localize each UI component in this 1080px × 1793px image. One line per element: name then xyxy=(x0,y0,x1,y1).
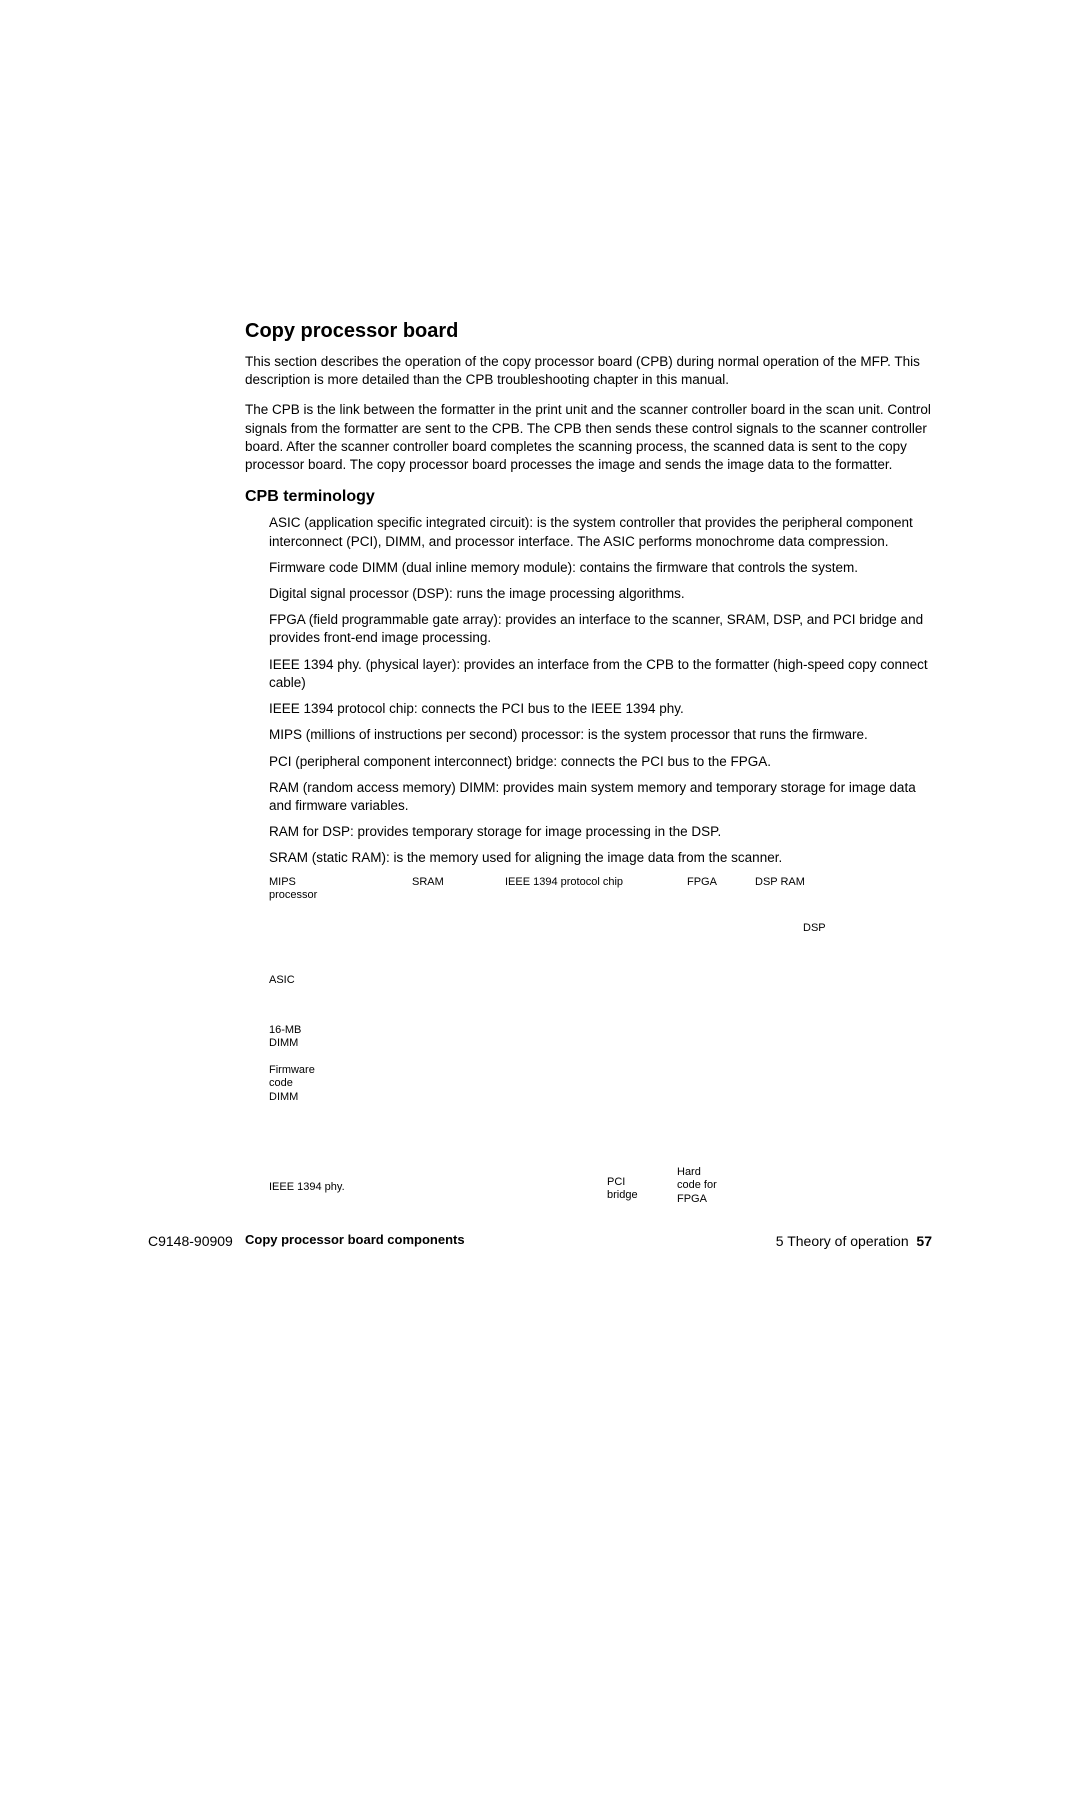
diagram-label-hard-code: Hardcode forFPGA xyxy=(677,1166,717,1207)
terminology-list: ASIC (application specific integrated ci… xyxy=(245,514,932,867)
term-item: FPGA (field programmable gate array): pr… xyxy=(269,611,932,647)
term-item: IEEE 1394 protocol chip: connects the PC… xyxy=(269,700,932,718)
term-item: Firmware code DIMM (dual inline memory m… xyxy=(269,559,932,577)
document-page: Copy processor board This section descri… xyxy=(0,0,1080,1793)
term-item: SRAM (static RAM): is the memory used fo… xyxy=(269,849,932,867)
footer-chapter: 5 Theory of operation 57 xyxy=(776,1233,932,1249)
term-item: IEEE 1394 phy. (physical layer): provide… xyxy=(269,656,932,692)
page-footer: C9148-90909 5 Theory of operation 57 xyxy=(148,1233,932,1249)
term-item: RAM (random access memory) DIMM: provide… xyxy=(269,779,932,815)
diagram-label-fpga: FPGA xyxy=(687,876,717,890)
diagram-label-sram: SRAM xyxy=(412,876,444,890)
term-item: PCI (peripheral component interconnect) … xyxy=(269,753,932,771)
subsection-heading: CPB terminology xyxy=(245,488,932,506)
diagram-label-dsp-ram: DSP RAM xyxy=(755,876,805,890)
diagram-label-pci-bridge: PCIbridge xyxy=(607,1176,638,1204)
footer-page-number: 57 xyxy=(916,1233,932,1249)
intro-paragraph-2: The CPB is the link between the formatte… xyxy=(245,401,932,474)
term-item: RAM for DSP: provides temporary storage … xyxy=(269,823,932,841)
section-heading: Copy processor board xyxy=(245,320,932,343)
term-item: ASIC (application specific integrated ci… xyxy=(269,514,932,550)
diagram-label-dsp: DSP xyxy=(803,922,826,936)
diagram-label-16mb-dimm: 16-MBDIMM xyxy=(269,1024,301,1052)
diagram-label-ieee-chip: IEEE 1394 protocol chip xyxy=(505,876,623,890)
diagram-label-ieee-phy: IEEE 1394 phy. xyxy=(269,1181,345,1195)
diagram-label-fw-dimm: FirmwarecodeDIMM xyxy=(269,1064,315,1105)
diagram-label-mips: MIPSprocessor xyxy=(269,876,317,904)
term-item: Digital signal processor (DSP): runs the… xyxy=(269,585,932,603)
term-item: MIPS (millions of instructions per secon… xyxy=(269,726,932,744)
footer-chapter-text: 5 Theory of operation xyxy=(776,1233,909,1249)
diagram-label-asic: ASIC xyxy=(269,974,295,988)
footer-doc-id: C9148-90909 xyxy=(148,1233,233,1249)
component-diagram: MIPSprocessor SRAM IEEE 1394 protocol ch… xyxy=(245,876,932,1226)
intro-paragraph-1: This section describes the operation of … xyxy=(245,353,932,389)
